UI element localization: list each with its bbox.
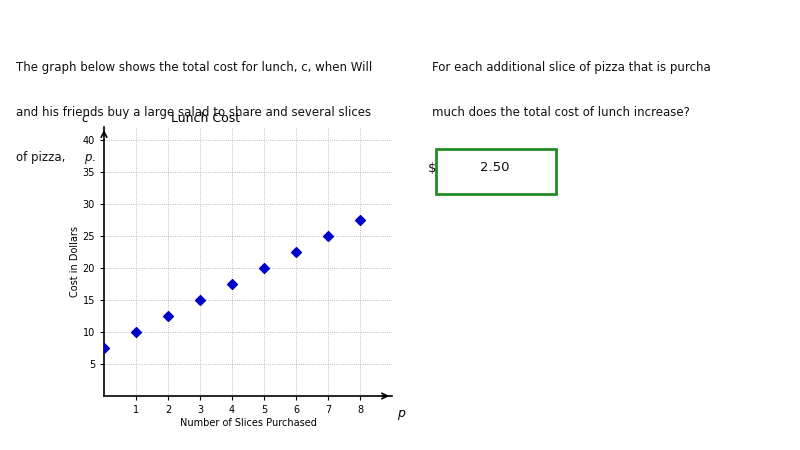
Text: ◄: ◄ xyxy=(24,420,34,435)
Text: For each additional slice of pizza that is purcha: For each additional slice of pizza that … xyxy=(432,61,710,74)
Text: c: c xyxy=(82,112,88,125)
Text: ►: ► xyxy=(766,420,776,435)
Point xyxy=(290,248,302,256)
Text: of pizza,: of pizza, xyxy=(16,151,69,164)
Text: ★ » N ✕ ☂  9%  |: ★ » N ✕ ☂ 9% | xyxy=(518,10,600,21)
Text: Next Activity: Next Activity xyxy=(664,421,744,434)
Point xyxy=(162,312,174,319)
Text: The graph below shows the total cost for lunch, c, when Will: The graph below shows the total cost for… xyxy=(16,61,372,74)
Point xyxy=(98,344,110,351)
Point xyxy=(258,264,270,271)
Point xyxy=(354,216,366,224)
Text: p: p xyxy=(84,151,91,164)
Text: Previous Activity: Previous Activity xyxy=(56,421,159,434)
X-axis label: Number of Slices Purchased: Number of Slices Purchased xyxy=(179,418,317,428)
Text: $: $ xyxy=(428,162,437,175)
Point xyxy=(130,328,142,336)
Text: Lunch Cost: Lunch Cost xyxy=(147,112,240,125)
Text: .: . xyxy=(92,151,96,164)
Point xyxy=(322,232,334,239)
Point xyxy=(194,297,206,304)
Text: much does the total cost of lunch increase?: much does the total cost of lunch increa… xyxy=(432,106,690,119)
Text: 2.50: 2.50 xyxy=(480,162,509,174)
Text: ■  ▣  ▷  ■  ■: ■ ▣ ▷ ■ ■ xyxy=(16,11,94,21)
Point xyxy=(226,280,238,288)
Text: p: p xyxy=(397,407,405,420)
Text: 10:40 PM: 10:40 PM xyxy=(732,11,784,21)
Y-axis label: Cost in Dollars: Cost in Dollars xyxy=(70,226,80,297)
Text: and his friends buy a large salad to share and several slices: and his friends buy a large salad to sha… xyxy=(16,106,371,119)
FancyBboxPatch shape xyxy=(436,149,556,194)
